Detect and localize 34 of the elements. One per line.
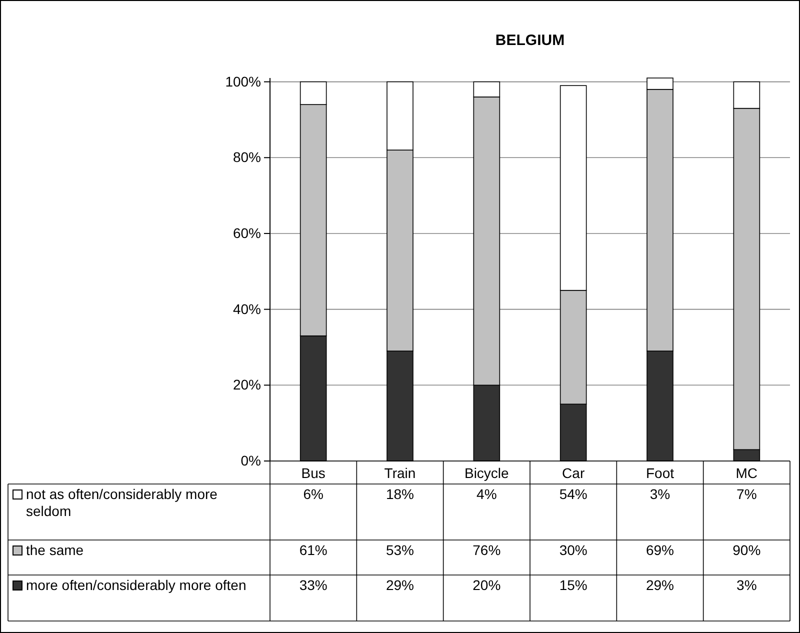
data-label: 29% xyxy=(386,577,414,593)
data-label: 30% xyxy=(559,542,588,558)
y-tick-label: 0% xyxy=(240,452,261,468)
y-tick-label: 40% xyxy=(232,300,261,317)
y-tick-label: 100% xyxy=(225,73,261,90)
data-label: 54% xyxy=(559,486,588,502)
x-tick-label: Car xyxy=(562,465,585,481)
legend-label: the same xyxy=(26,542,84,558)
data-label: 29% xyxy=(646,577,674,593)
y-tick-label: 80% xyxy=(232,149,261,166)
data-label: 4% xyxy=(476,486,497,502)
legend-label: not as often/considerably more seldom xyxy=(26,486,218,519)
data-label: 18% xyxy=(386,486,414,502)
data-label: 15% xyxy=(559,577,588,593)
legend-label: more often/considerably more often xyxy=(26,577,246,593)
x-tick-label: Train xyxy=(384,465,416,481)
data-label: 53% xyxy=(386,542,414,558)
data-label: 69% xyxy=(646,542,674,558)
x-tick-label: MC xyxy=(736,465,758,481)
chart-title: BELGIUM xyxy=(495,32,565,49)
data-label: 20% xyxy=(472,577,501,593)
x-tick-label: Bus xyxy=(301,465,326,481)
x-tick-label: Bicycle xyxy=(464,465,510,481)
data-label: 3% xyxy=(650,486,670,502)
data-label: 7% xyxy=(736,486,757,502)
data-label: 90% xyxy=(732,542,761,558)
data-label: 33% xyxy=(299,577,328,593)
y-tick-label: 60% xyxy=(232,224,261,241)
x-tick-label: Foot xyxy=(646,465,674,481)
data-label: 61% xyxy=(299,542,328,558)
data-label: 6% xyxy=(303,486,324,502)
data-label: 3% xyxy=(736,577,757,593)
data-label: 76% xyxy=(472,542,501,558)
y-tick-label: 20% xyxy=(232,376,261,393)
